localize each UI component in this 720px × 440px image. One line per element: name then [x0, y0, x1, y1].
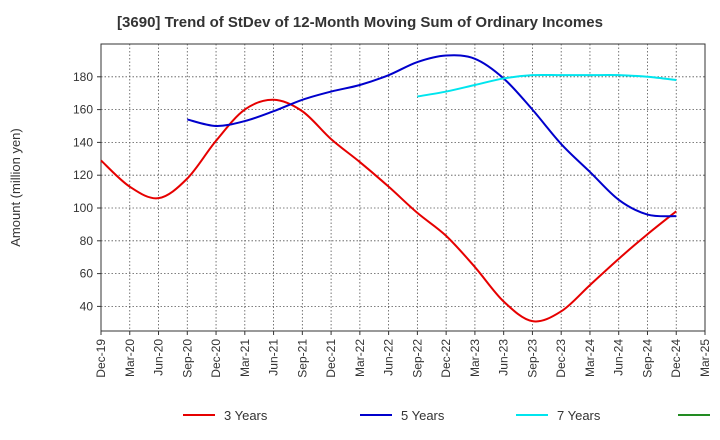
legend-label-3-years: 3 Years	[224, 408, 268, 423]
x-tick-label: Sep-20	[180, 339, 194, 378]
x-tick-label: Mar-24	[583, 339, 597, 377]
x-tick-label: Sep-24	[640, 339, 654, 378]
y-axis-label: Amount (million yen)	[8, 128, 23, 247]
x-tick-label: Jun-21	[267, 339, 281, 376]
y-tick-label: 80	[80, 234, 94, 248]
y-tick-label: 100	[73, 201, 93, 215]
plot-area-border	[100, 43, 706, 332]
series-line-3-years	[100, 98, 677, 323]
x-tick-label: Mar-20	[123, 339, 137, 377]
x-tick-label: Mar-21	[238, 339, 252, 377]
y-tick-label: 120	[73, 168, 93, 182]
y-tick-label: 60	[80, 267, 94, 281]
x-tick-label: Dec-22	[439, 339, 453, 378]
y-tick-label: 140	[73, 135, 93, 149]
series-line-7-years	[417, 73, 677, 98]
x-tick-label: Dec-19	[94, 339, 108, 378]
y-tick-label: 180	[73, 70, 93, 84]
x-tick-label: Mar-23	[468, 339, 482, 377]
chart-title: [3690] Trend of StDev of 12-Month Moving…	[117, 14, 603, 31]
x-tick-label: Jun-23	[497, 339, 511, 376]
x-tick-label: Sep-21	[295, 339, 309, 378]
x-tick-label: Dec-21	[324, 339, 338, 378]
x-tick-label: Jun-24	[612, 339, 626, 376]
x-tick-label: Dec-23	[554, 339, 568, 378]
x-tick-label: Sep-23	[525, 339, 539, 378]
x-tick-label: Mar-25	[698, 339, 712, 377]
y-tick-label: 40	[80, 299, 94, 313]
series-line-5-years	[187, 54, 677, 218]
y-tick-label: 160	[73, 103, 93, 117]
x-tick-label: Dec-24	[669, 339, 683, 378]
legend-label-7-years: 7 Years	[557, 408, 601, 423]
grid	[100, 44, 706, 331]
x-tick-label: Jun-20	[152, 339, 166, 376]
x-tick-label: Jun-22	[382, 339, 396, 376]
legend-label-5-years: 5 Years	[401, 408, 445, 423]
x-tick-label: Mar-22	[353, 339, 367, 377]
axes: Dec-19 Mar-20 Jun-20 Sep-20 Dec-20 Mar-21 Jun-…	[8, 43, 712, 378]
x-tick-label: Dec-20	[209, 339, 223, 378]
x-tick-label: Sep-22	[410, 339, 424, 378]
series-lines	[100, 54, 677, 323]
